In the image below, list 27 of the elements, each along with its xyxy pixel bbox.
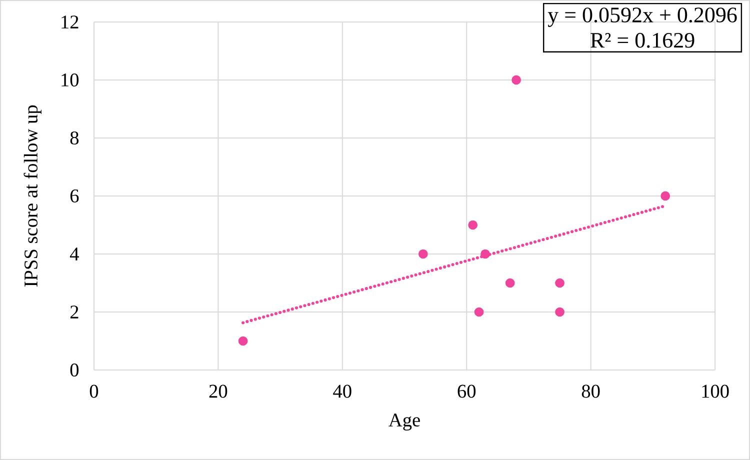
y-tick-label: 0: [70, 363, 79, 377]
y-tick-label: 2: [70, 306, 78, 318]
y-axis-title: IPSS score at follow up: [24, 105, 42, 287]
point: [512, 75, 521, 85]
x-tick-label: 40: [333, 384, 352, 398]
x-tick-label: 60: [458, 384, 476, 398]
point: [474, 307, 484, 317]
x-tick-label: 20: [209, 384, 228, 398]
x-tick-label: 100: [702, 384, 729, 398]
point: [555, 307, 564, 317]
x-tick-label: 80: [582, 384, 600, 398]
point: [468, 220, 478, 230]
y-tick-label: 12: [62, 16, 78, 28]
annotation: R² = 0.1629: [590, 32, 694, 48]
y-tick-label: 4: [70, 248, 79, 260]
annotation: y = 0.0592x + 0.2096: [548, 8, 737, 27]
point: [660, 191, 670, 201]
x-tick-label: 0: [90, 384, 98, 398]
point: [505, 278, 515, 288]
y-tick-label: 8: [70, 131, 79, 145]
x-axis-title: Age: [388, 414, 420, 431]
point: [555, 278, 564, 288]
y-tick-label: 10: [62, 73, 79, 87]
point: [418, 249, 428, 259]
y-tick-label: 6: [70, 190, 79, 202]
point: [480, 249, 490, 259]
point: [238, 336, 248, 346]
